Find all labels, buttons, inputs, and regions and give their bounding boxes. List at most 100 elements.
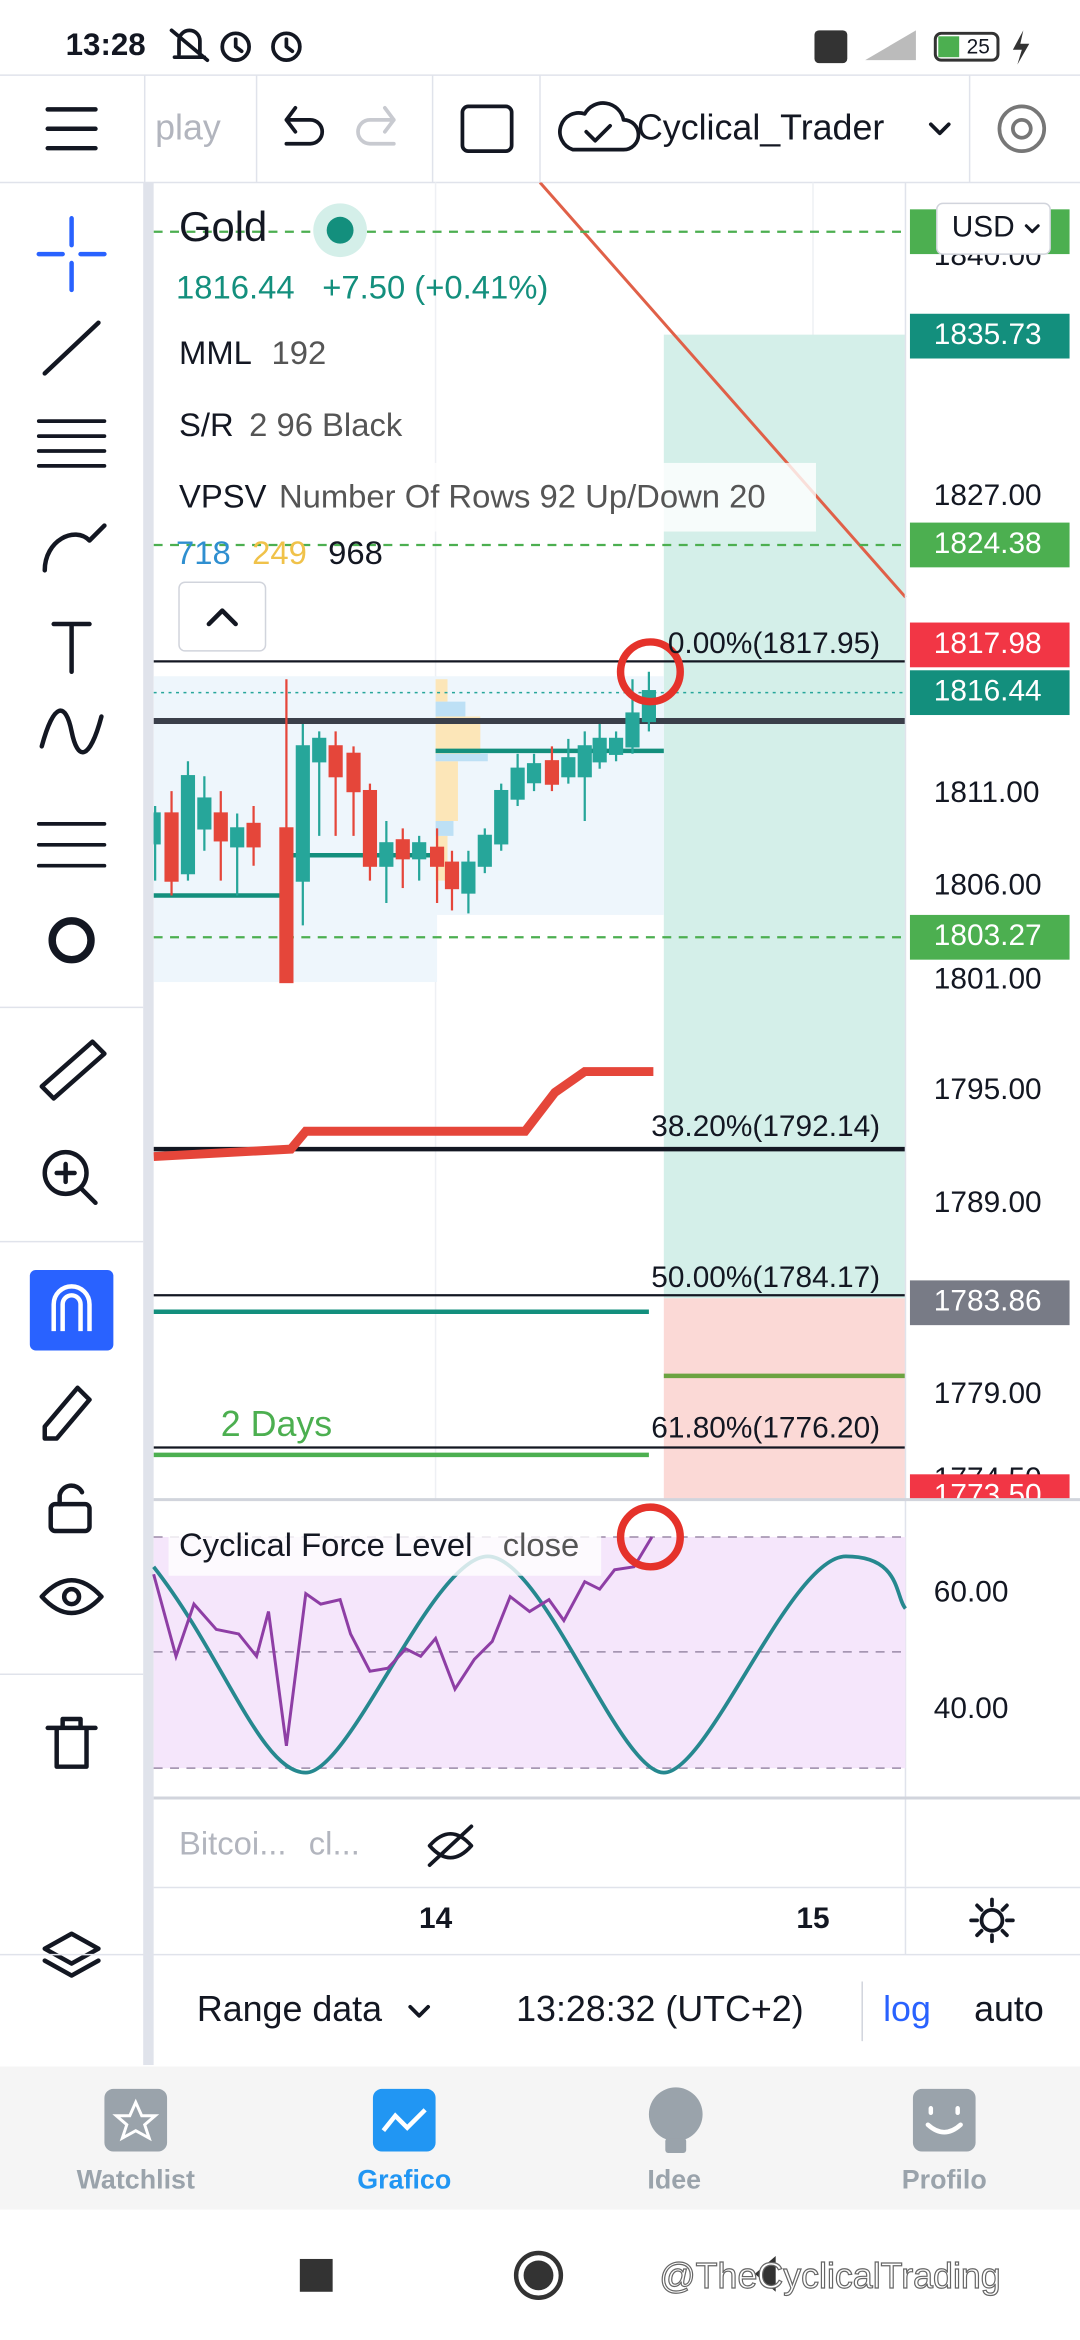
unlock-button[interactable] — [48, 1501, 92, 1534]
redo-button[interactable] — [356, 106, 396, 146]
chart-icon[interactable] — [372, 2088, 436, 2152]
crosshair-tool[interactable] — [36, 216, 107, 293]
currency-label: USD — [952, 211, 1015, 244]
delete-button[interactable] — [45, 1716, 98, 1769]
cloud-icon — [558, 101, 641, 152]
hidden-indicator-source: cl... — [309, 1824, 360, 1861]
price-badge — [909, 1474, 1070, 1500]
indicator-params: 2 96 Black — [249, 406, 403, 443]
lock-drawings[interactable] — [42, 1385, 92, 1441]
battery-text: 25 — [967, 36, 990, 59]
hidden-indicator-name[interactable]: Bitcoi... — [179, 1824, 287, 1861]
ruler-tool[interactable] — [39, 1039, 107, 1101]
collapse-icon — [206, 608, 238, 627]
indicator-name[interactable]: S/R — [179, 406, 234, 443]
nav-label[interactable]: Idee — [647, 2164, 701, 2194]
ideas-icon[interactable] — [648, 2087, 703, 2142]
unlock-shackle — [57, 1483, 85, 1507]
indicator-params: Number Of Rows 92 Up/Down 20 — [279, 477, 766, 514]
auto-button[interactable]: auto — [974, 1989, 1044, 2029]
oscillator-tick: 40.00 — [934, 1692, 1009, 1725]
oscillator-name[interactable]: Cyclical Force Level — [179, 1526, 472, 1563]
price-badge-text: 1803.27 — [934, 919, 1042, 952]
battery-level — [938, 36, 960, 58]
volume-down: 249 — [252, 534, 307, 571]
visibility-button[interactable] — [39, 1578, 104, 1616]
indicator-name[interactable]: VPSV — [179, 477, 267, 514]
theme-rays — [969, 1897, 1015, 1944]
annotation: 2 Days — [221, 1404, 332, 1444]
replay-button[interactable]: play — [155, 108, 221, 148]
watchlist-icon[interactable] — [104, 2088, 168, 2152]
symbol-name[interactable]: Gold — [179, 203, 267, 250]
price-label: 1801.00 — [934, 962, 1042, 995]
cyclical-line — [153, 1067, 654, 1162]
pattern-tool[interactable] — [39, 708, 104, 755]
chart-icon-line — [381, 2108, 427, 2133]
settings-button[interactable] — [997, 104, 1047, 154]
magnet-icon — [51, 1284, 92, 1332]
layout-button[interactable] — [460, 104, 514, 154]
price-badge-text: 1773.50 — [934, 1479, 1042, 1512]
signal-icon — [865, 30, 916, 61]
shape-tool[interactable] — [48, 917, 95, 964]
range-dropdown — [408, 2004, 430, 2018]
range-button[interactable]: Range data — [197, 1989, 382, 2029]
home-button[interactable] — [513, 2250, 564, 2300]
fib-label: 0.00%(1817.95) — [668, 627, 880, 660]
zoom-tool[interactable] — [42, 1149, 89, 1197]
show-indicator[interactable] — [427, 1824, 474, 1868]
oscillator-source: close — [503, 1526, 580, 1563]
drawing-tools — [0, 216, 144, 1978]
magnet-button[interactable] — [29, 1269, 114, 1351]
zoom-tool-plus — [54, 1161, 98, 1206]
volume-profile — [435, 701, 488, 836]
time-label: 15 — [796, 1902, 829, 1935]
theme-button[interactable] — [979, 1908, 1005, 1933]
layout-name[interactable]: Cyclical_Trader — [637, 108, 884, 148]
menu-button[interactable] — [45, 107, 98, 151]
price-label: 1795.00 — [934, 1073, 1042, 1106]
nav-label[interactable]: Grafico — [357, 2164, 451, 2194]
recents-button[interactable] — [299, 2258, 333, 2292]
long-position-stop — [663, 1298, 906, 1500]
fib-labels: 0.00%(1817.95) 38.20%(1792.14) 50.00%(17… — [651, 627, 880, 1445]
brush-tool[interactable] — [42, 523, 107, 573]
market-status[interactable] — [326, 216, 354, 244]
fib-tool[interactable] — [36, 419, 107, 468]
price-label: 1827.00 — [934, 479, 1042, 512]
oscillator-tick: 60.00 — [934, 1576, 1009, 1609]
currency-button[interactable] — [936, 202, 1051, 255]
indicator-name[interactable]: MML — [179, 334, 252, 371]
price-badge-text: 1835.73 — [934, 318, 1042, 351]
cycle-wave — [152, 1554, 908, 1775]
text-tool[interactable] — [51, 621, 92, 675]
fib-label: 61.80%(1776.20) — [651, 1411, 880, 1444]
price-badge — [909, 670, 1070, 716]
log-button[interactable]: log — [883, 1989, 931, 2029]
candles — [153, 671, 656, 984]
nav-label[interactable]: Profilo — [902, 2164, 987, 2194]
clock[interactable]: 13:28:32 (UTC+2) — [516, 1989, 804, 2029]
layout-dropdown[interactable] — [928, 122, 951, 136]
force-line — [152, 1536, 654, 1746]
back-button[interactable] — [754, 2255, 776, 2292]
nav-label[interactable]: Watchlist — [77, 2164, 195, 2194]
price-badge — [909, 914, 1070, 960]
volume-up: 718 — [176, 534, 231, 571]
layers-button[interactable] — [42, 1931, 101, 1978]
ideas-icon-base — [665, 2138, 687, 2154]
collapse-legend[interactable] — [178, 581, 267, 652]
last-price: 1816.44 — [176, 269, 295, 306]
charging-icon — [1012, 30, 1030, 65]
level-lines — [153, 230, 906, 939]
status-icons — [169, 28, 302, 63]
trendline-tool[interactable] — [42, 320, 101, 376]
toolbar-separator — [143, 182, 154, 2066]
forecast-tool[interactable] — [36, 822, 107, 868]
price-badge-text: 1816.44 — [934, 675, 1042, 708]
profile-icon[interactable] — [912, 2088, 976, 2152]
price-label: 1789.00 — [934, 1186, 1042, 1219]
undo-button[interactable] — [284, 106, 325, 146]
